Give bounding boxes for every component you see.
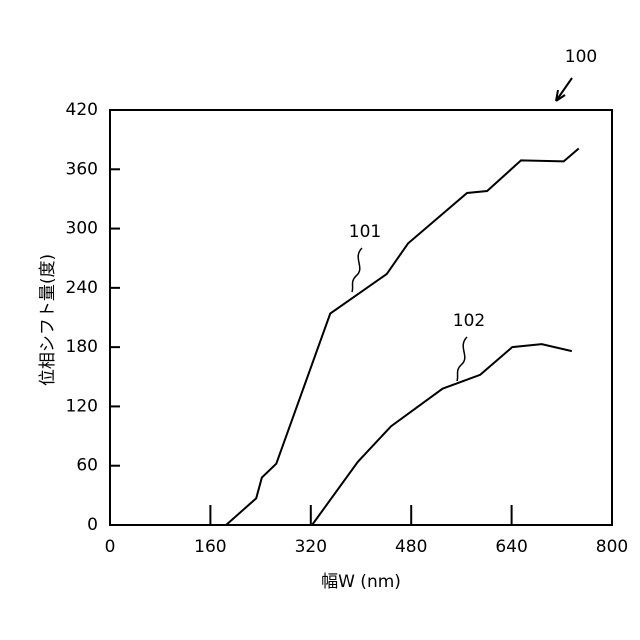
leader-line — [457, 337, 467, 381]
x-tick-label: 800 — [596, 537, 628, 557]
x-axis-label: 幅W (nm) — [321, 572, 401, 592]
figure-arrow — [556, 78, 572, 101]
y-tick-label: 180 — [66, 337, 98, 357]
x-tick-label: 320 — [295, 537, 327, 557]
y-axis-label: 位相シフト量(度) — [38, 254, 58, 386]
x-tick-label: 0 — [105, 537, 116, 557]
chart: 位相シフト量(度) 幅W (nm) 100 0 60 120 180 240 300 360… — [0, 0, 640, 640]
plot-frame — [110, 110, 612, 525]
figure-number: 100 — [565, 47, 597, 67]
y-tick-label: 420 — [66, 100, 98, 120]
y-tick-label: 300 — [66, 219, 98, 239]
x-tick-label: 640 — [495, 537, 527, 557]
leader-line — [352, 248, 362, 292]
y-tick-label: 240 — [66, 278, 98, 298]
line-series — [312, 344, 572, 525]
series-label: 102 — [453, 311, 485, 331]
x-tick-label: 480 — [395, 537, 427, 557]
y-tick-label: 60 — [76, 456, 98, 476]
series-label: 101 — [349, 222, 381, 242]
x-tick-label: 160 — [194, 537, 226, 557]
y-tick-label: 120 — [66, 396, 98, 416]
y-tick-label: 0 — [87, 515, 98, 535]
line-series — [226, 149, 579, 525]
y-tick-label: 360 — [66, 159, 98, 179]
